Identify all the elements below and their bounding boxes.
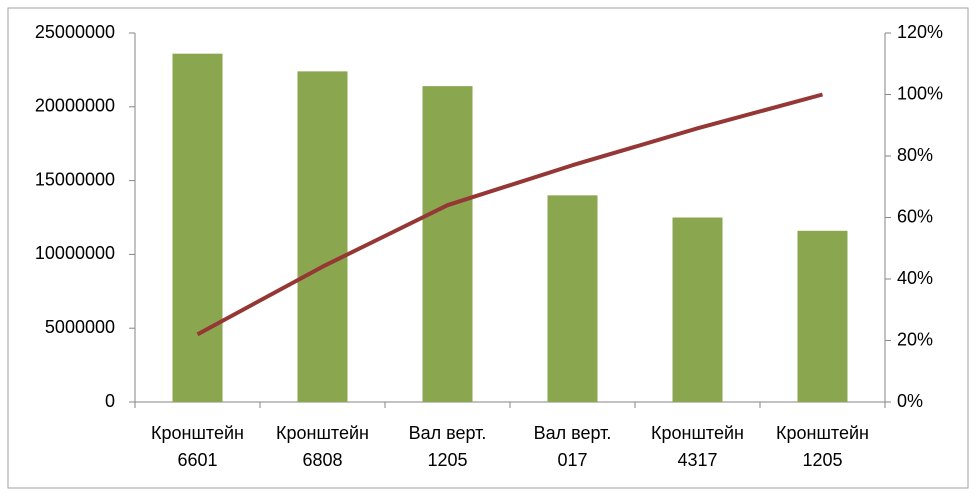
y2-tick-label: 120%: [897, 22, 943, 42]
x-tick-label: 1205: [802, 450, 842, 470]
y2-tick-label: 40%: [897, 268, 933, 288]
x-tick-label: 6601: [177, 450, 217, 470]
bar: [422, 86, 473, 403]
bar: [672, 217, 723, 402]
x-tick-label: 1205: [427, 450, 467, 470]
bar: [172, 53, 223, 402]
x-tick-label: Кронштейн: [276, 423, 369, 443]
x-tick-label: 6808: [302, 450, 342, 470]
y-tick-label: 10000000: [35, 243, 115, 263]
bar: [547, 195, 598, 402]
x-tick-label: Кронштейн: [651, 423, 744, 443]
y2-tick-label: 100%: [897, 83, 943, 103]
x-tick-label: Вал верт.: [534, 423, 612, 443]
x-tick-label: 017: [557, 450, 587, 470]
y2-tick-label: 60%: [897, 206, 933, 226]
y2-tick-label: 0%: [897, 391, 923, 411]
x-tick-label: Кронштейн: [776, 423, 869, 443]
y-tick-label: 25000000: [35, 22, 115, 42]
bar: [297, 71, 348, 402]
x-tick-label: 4317: [677, 450, 717, 470]
y-tick-label: 15000000: [35, 169, 115, 189]
y-tick-label: 20000000: [35, 96, 115, 116]
y-tick-label: 0: [105, 391, 115, 411]
x-tick-label: Кронштейн: [151, 423, 244, 443]
y2-tick-label: 80%: [897, 145, 933, 165]
y-tick-label: 5000000: [45, 317, 115, 337]
y2-tick-label: 20%: [897, 329, 933, 349]
line: [196, 92, 824, 337]
x-tick-label: Вал верт.: [409, 423, 487, 443]
bar: [797, 230, 848, 402]
